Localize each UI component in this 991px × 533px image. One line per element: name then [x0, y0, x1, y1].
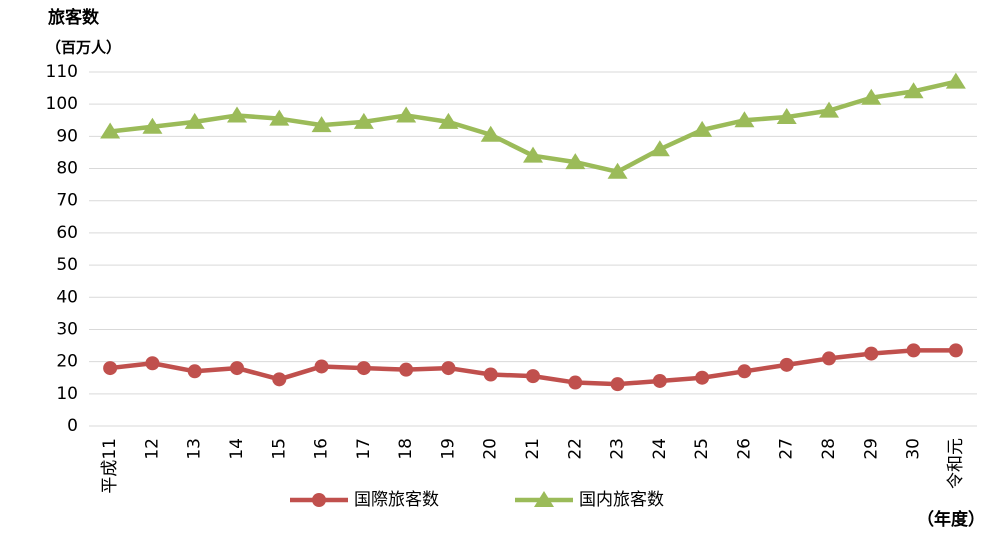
x-tick-label: 24 — [650, 438, 670, 460]
data-point — [441, 361, 456, 376]
data-point — [311, 116, 332, 133]
x-tick-label: 29 — [861, 438, 881, 460]
x-tick-label: 平成11 — [100, 438, 120, 494]
data-point — [353, 112, 374, 129]
x-tick-label: 27 — [777, 438, 797, 460]
data-point — [227, 106, 247, 123]
y-tick-label: 110 — [46, 62, 78, 82]
data-point — [948, 343, 963, 358]
data-point — [483, 367, 498, 382]
legend-marker — [534, 491, 554, 507]
data-point — [607, 162, 628, 179]
y-tick-label: 0 — [67, 416, 78, 436]
y-tick-label: 20 — [56, 352, 78, 372]
data-point — [356, 361, 371, 376]
data-point — [610, 377, 625, 392]
x-tick-label: 30 — [904, 438, 924, 460]
x-axis-label: （年度） — [917, 509, 985, 530]
data-point — [399, 362, 414, 377]
x-tick-label: 28 — [819, 438, 839, 460]
x-tick-label: 21 — [523, 438, 543, 460]
y-tick-label: 80 — [56, 159, 78, 179]
data-point — [819, 101, 839, 118]
data-point — [526, 369, 540, 384]
y-unit: （百万人） — [46, 39, 121, 57]
data-point — [396, 106, 417, 123]
x-tick-label: 12 — [142, 438, 162, 460]
data-point — [184, 112, 205, 129]
data-point — [565, 153, 586, 170]
data-point — [695, 370, 710, 385]
chart-title: 旅客数 — [48, 7, 100, 28]
data-point — [822, 351, 836, 366]
data-point — [903, 82, 924, 99]
data-point — [272, 372, 287, 387]
data-point — [734, 111, 755, 128]
data-point — [776, 108, 797, 125]
data-point — [652, 373, 667, 388]
x-tick-label: 16 — [312, 438, 332, 460]
data-point — [737, 364, 752, 379]
legend-label: 国際旅客数 — [354, 490, 439, 510]
x-tick-label: 25 — [692, 438, 712, 460]
data-point — [779, 357, 794, 372]
data-point — [692, 120, 713, 137]
x-tick-label: 令和元 — [946, 438, 966, 489]
data-point — [906, 343, 921, 358]
data-point — [269, 109, 290, 126]
data-point — [861, 88, 882, 105]
x-tick-label: 18 — [396, 438, 416, 460]
legend-label: 国内旅客数 — [579, 490, 664, 510]
x-tick-label: 15 — [269, 438, 289, 460]
data-point — [142, 117, 163, 134]
data-point — [945, 72, 966, 89]
y-tick-label: 100 — [46, 94, 78, 114]
data-point — [568, 375, 583, 390]
data-point — [145, 356, 160, 371]
data-point — [103, 361, 118, 376]
y-tick-label: 60 — [56, 223, 78, 243]
y-tick-label: 50 — [56, 255, 78, 275]
y-tick-label: 70 — [56, 191, 78, 211]
y-tick-label: 10 — [56, 384, 78, 404]
data-point — [864, 346, 879, 361]
data-point — [187, 364, 202, 379]
x-tick-label: 19 — [438, 438, 458, 460]
data-point — [314, 359, 329, 374]
x-tick-label: 14 — [227, 438, 247, 460]
x-tick-label: 22 — [565, 438, 585, 460]
x-tick-label: 17 — [354, 438, 374, 460]
y-tick-label: 90 — [56, 126, 78, 146]
data-point — [523, 146, 543, 163]
data-point — [480, 125, 501, 142]
data-point — [438, 112, 459, 129]
legend-marker — [312, 493, 326, 507]
x-tick-label: 26 — [734, 438, 754, 460]
data-point — [649, 140, 670, 157]
data-point — [100, 122, 121, 139]
data-point — [230, 361, 244, 376]
y-tick-label: 40 — [56, 287, 78, 307]
y-tick-label: 30 — [56, 319, 78, 339]
x-tick-label: 20 — [481, 438, 501, 460]
x-tick-label: 13 — [185, 438, 205, 460]
x-tick-label: 23 — [608, 438, 628, 460]
